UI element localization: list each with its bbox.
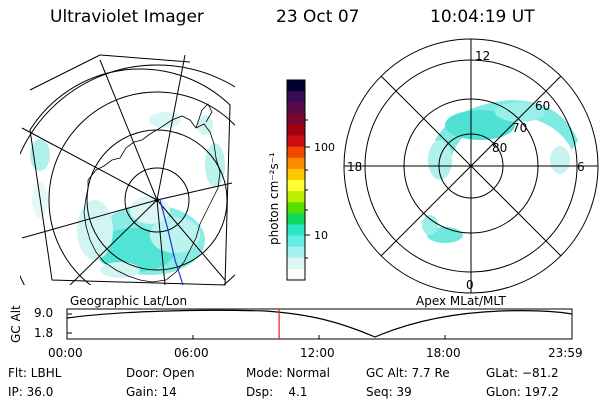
geo-pole-marker [155,198,159,202]
geo-lat-circle [48,91,235,285]
colorbar-stripe [287,135,305,148]
colorbar-unit-label: photon cm⁻²s⁻¹ [267,152,281,245]
apex-polar-plot: 12 18 6 0 60 70 80 [343,38,599,294]
status-dsp: Dsp: 4.1 [246,385,308,399]
status-seq: Seq: 39 [366,385,412,399]
geo-lat-circle [20,64,235,285]
colorbar-stripe [287,102,305,114]
geographic-map [20,54,235,286]
mlt-label-12: 12 [475,49,490,63]
colorbar-stripe [287,202,305,214]
colorbar-stripe [287,246,305,259]
timeline-frame [66,308,573,340]
timeline-ytick-high: 9.0 [34,306,54,320]
timeline-xtick: 12:00 [300,346,335,360]
colorbar-stripe [287,80,305,92]
timeline-xtick: 23:59 [548,346,583,360]
apex-mlt-spokes [344,39,598,293]
status-mode: Mode: Normal [246,366,330,380]
mlat-label-80: 80 [492,141,507,155]
mlt-label-6: 6 [577,160,585,174]
colorbar-tick-100: 100 [314,141,335,154]
status-glat: GLat: −81.2 [486,366,559,380]
geo-coastline [83,115,221,283]
colorbar-stripe [287,146,305,159]
colorbar-stripe [287,180,305,192]
colorbar-stripe [287,168,305,181]
geo-lat-circle [124,167,190,233]
colorbar-stripe [287,113,305,125]
colorbar-stripe [287,213,305,225]
timeline-ytick-low: 1.8 [34,326,54,340]
colorbar-stripe [287,224,305,237]
geo-viewing-edge [29,68,231,286]
colorbar-tick-10: 10 [314,229,328,242]
status-ip: IP: 36.0 [8,385,54,399]
colorbar: 100 10 photon cm⁻²s⁻¹ [267,79,335,281]
instrument-title: Ultraviolet Imager [50,7,204,27]
timeline-xtick: 06:00 [174,346,209,360]
timeline-xtick: 18:00 [426,346,461,360]
status-filter: Flt: LBHL [8,366,62,380]
mlt-label-0: 0 [466,278,474,292]
time-label: 10:04:19 UT [430,7,535,27]
timeline-xtick: 00:00 [48,346,83,360]
colorbar-gradient [287,80,305,281]
geo-peninsula [195,103,213,129]
colorbar-stripe [287,257,305,270]
mlat-label-70: 70 [512,121,527,135]
mlt-label-18: 18 [347,160,362,174]
colorbar-stripe [287,91,305,103]
status-gain: Gain: 14 [126,385,177,399]
timeline-y-axis-label: GC Alt [9,305,23,343]
date-label: 23 Oct 07 [276,7,360,27]
mlat-label-60: 60 [535,99,550,113]
colorbar-stripe [287,268,305,281]
colorbar-stripe [287,157,305,170]
geo-meridians [21,54,233,285]
geographic-panel-label: Geographic Lat/Lon [70,294,188,308]
apex-aurora-emission [422,100,578,243]
altitude-curve [66,309,573,338]
colorbar-stripe [287,124,305,137]
colorbar-stripe [287,191,305,203]
apex-panel-label: Apex MLat/MLT [416,294,506,308]
geo-orbit-track [159,199,184,286]
altitude-timeline [66,308,573,340]
colorbar-stripe [287,235,305,248]
status-glon: GLon: 197.2 [486,385,559,399]
status-door: Door: Open [126,366,195,380]
status-gc-alt: GC Alt: 7.7 Re [366,366,450,380]
